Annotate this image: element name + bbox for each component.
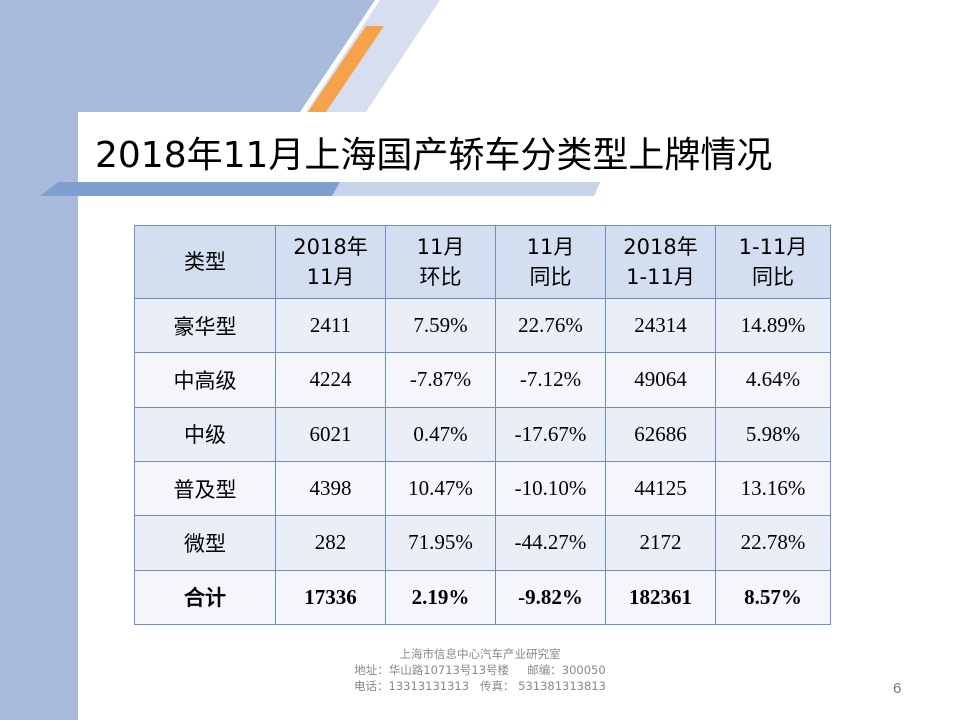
table-row: 豪华型 2411 7.59% 22.76% 24314 14.89% — [134, 297, 831, 354]
cell-nov: 4398 — [275, 460, 386, 517]
header-blue-block — [0, 0, 375, 112]
cell-mom: 0.47% — [385, 406, 496, 462]
title-underline-fade — [332, 182, 600, 196]
cell-nov: 4224 — [275, 352, 386, 408]
cell-ytd-yoy: 5.98% — [715, 406, 831, 462]
cell-yoy: -10.10% — [495, 460, 606, 517]
total-ytd: 182361 — [605, 569, 716, 626]
header-nov-line1: 2018年 — [293, 235, 368, 259]
footer-phone: 电话：13313131313 传真： 531381313813 — [354, 679, 606, 693]
table-header-row: 类型 2018年 11月 11月 环比 11月 同比 2018年 1-11月 1-11月… — [134, 225, 831, 299]
cell-mom: 10.47% — [385, 460, 496, 517]
header-yoy-line2: 同比 — [529, 265, 572, 289]
title-underline-bar — [40, 182, 600, 196]
cell-mom: -7.87% — [385, 352, 496, 408]
cell-type: 豪华型 — [134, 297, 276, 354]
cell-type: 微型 — [134, 515, 276, 571]
cell-ytd: 24314 — [605, 297, 716, 354]
title-card — [78, 112, 960, 194]
total-nov: 17336 — [275, 569, 386, 626]
cell-ytd-yoy: 4.64% — [715, 352, 831, 408]
cell-yoy: -44.27% — [495, 515, 606, 571]
header-type: 类型 — [134, 225, 276, 299]
stripe-orange — [308, 26, 384, 112]
cell-ytd-yoy: 22.78% — [715, 515, 831, 571]
cell-ytd: 62686 — [605, 406, 716, 462]
cell-ytd: 2172 — [605, 515, 716, 571]
cell-ytd-yoy: 13.16% — [715, 460, 831, 517]
cell-type: 普及型 — [134, 460, 276, 517]
total-ytd-yoy: 8.57% — [715, 569, 831, 626]
header-yoy: 11月同比 — [495, 225, 606, 299]
header-ytd: 2018年 1-11月 — [605, 225, 716, 299]
page-number: 6 — [893, 680, 902, 697]
cell-yoy: -7.12% — [495, 352, 606, 408]
cell-ytd-yoy: 14.89% — [715, 297, 831, 354]
header-stripes — [0, 0, 440, 112]
header-nov: 2018年 11月 — [275, 225, 386, 299]
header-mom-line1: 11月 — [416, 235, 465, 259]
header-ytd-line2: 1-11月 — [626, 265, 695, 289]
header-type-label: 类型 — [184, 250, 226, 274]
total-mom: 2.19% — [385, 569, 496, 626]
footer-org: 上海市信息中心汽车产业研究室 — [399, 647, 561, 661]
footer-contact: 上海市信息中心汽车产业研究室 地址：华山路10713号13号楼 邮编：30005… — [300, 646, 660, 694]
header-ytd-yoy: 1-11月同比 — [715, 225, 831, 299]
header-ytd-yoy-line1: 1-11月 — [738, 235, 808, 259]
table-row: 微型 282 71.95% -44.27% 2172 22.78% — [134, 515, 831, 571]
header-ytd-yoy-line2: 同比 — [752, 265, 794, 289]
cell-yoy: -17.67% — [495, 406, 606, 462]
cell-nov: 282 — [275, 515, 386, 571]
cell-ytd: 44125 — [605, 460, 716, 517]
footer-address: 地址：华山路10713号13号楼 邮编：300050 — [354, 663, 606, 677]
cell-type: 中级 — [134, 406, 276, 462]
table-row: 中级 6021 0.47% -17.67% 62686 5.98% — [134, 406, 831, 462]
header-mom-line2: 环比 — [419, 265, 462, 289]
total-yoy: -9.82% — [495, 569, 606, 626]
table-row: 中高级 4224 -7.87% -7.12% 49064 4.64% — [134, 352, 831, 408]
header-decor — [0, 0, 960, 200]
header-yoy-line1: 11月 — [526, 235, 575, 259]
registration-table: 类型 2018年 11月 11月 环比 11月 同比 2018年 1-11月 1-11月… — [134, 225, 831, 626]
cell-mom: 7.59% — [385, 297, 496, 354]
cell-type: 中高级 — [134, 352, 276, 408]
left-decor-band — [0, 0, 78, 720]
table-total-row: 合计 17336 2.19% -9.82% 182361 8.57% — [134, 569, 831, 626]
header-ytd-line1: 2018年 — [623, 235, 698, 259]
cell-yoy: 22.76% — [495, 297, 606, 354]
cell-nov: 2411 — [275, 297, 386, 354]
header-nov-line2: 11月 — [306, 265, 355, 289]
total-type: 合计 — [134, 569, 276, 626]
slide-title: 2018年11月上海国产轿车分类型上牌情况 — [95, 135, 773, 176]
table-row: 普及型 4398 10.47% -10.10% 44125 13.16% — [134, 460, 831, 517]
cell-mom: 71.95% — [385, 515, 496, 571]
header-mom: 11月环比 — [385, 225, 496, 299]
cell-nov: 6021 — [275, 406, 386, 462]
cell-ytd: 49064 — [605, 352, 716, 408]
